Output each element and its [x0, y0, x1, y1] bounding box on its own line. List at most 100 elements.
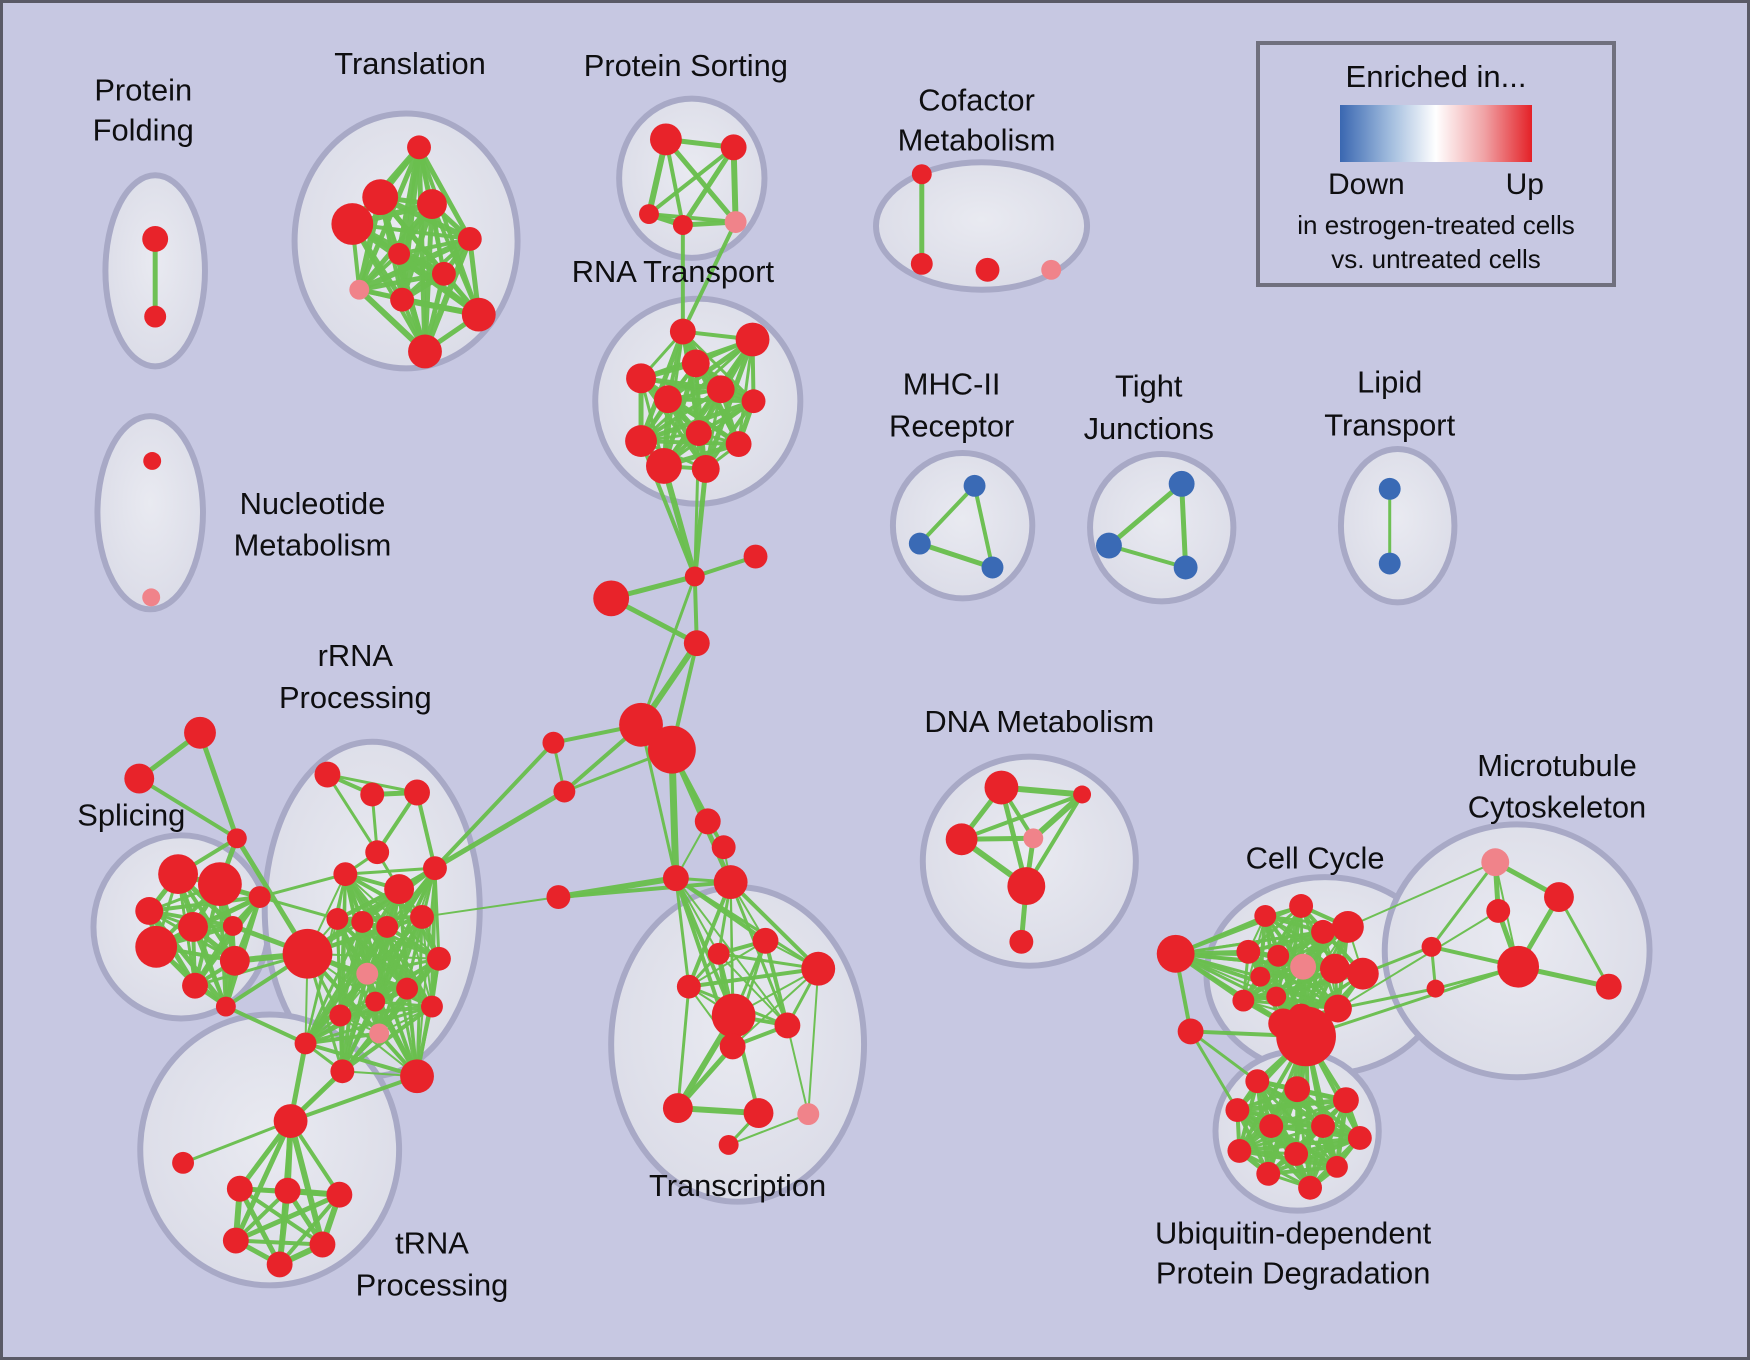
geneset-node-spine-5	[648, 725, 696, 774]
geneset-node-sorting-3	[672, 215, 693, 235]
geneset-node-translation-8	[390, 287, 415, 312]
geneset-node-rtop-0	[314, 761, 341, 788]
edge-tight	[1106, 543, 1188, 570]
edge-rrna	[377, 915, 424, 1035]
geneset-node-cc-6	[1267, 944, 1290, 967]
edge-sorting	[680, 144, 737, 228]
geneset-node-cc-9	[1346, 957, 1379, 990]
cluster-label-folding: Folding	[93, 113, 194, 148]
geneset-node-tr-2	[752, 927, 779, 954]
geneset-node-rrna-13	[330, 1059, 355, 1084]
edge-mhc	[917, 541, 995, 570]
cluster-label-rna: RNA Transport	[572, 254, 775, 289]
geneset-node-mt-3	[1497, 945, 1540, 988]
geneset-node-cofactor-2	[975, 257, 1000, 282]
geneset-node-sorting-4	[724, 211, 747, 233]
edge-rrna	[303, 924, 390, 1046]
edge-translation	[422, 235, 473, 355]
cluster-label-mt: Microtubule	[1477, 748, 1637, 783]
cluster-label-dna: DNA Metabolism	[924, 704, 1154, 739]
geneset-node-cc-16	[1276, 1006, 1336, 1067]
legend-subtitle-line1: in estrogen-treated cells	[1297, 210, 1575, 240]
geneset-node-trna-3	[326, 1181, 353, 1208]
geneset-node-spine-8	[694, 808, 721, 835]
cluster-label-trna: Processing	[356, 1267, 509, 1302]
geneset-node-translation-7	[349, 279, 370, 300]
geneset-node-cc-3	[1331, 910, 1364, 943]
geneset-node-tri-2	[226, 828, 247, 849]
edge-spl	[192, 894, 263, 989]
legend-subtitle-line2: vs. untreated cells	[1331, 244, 1541, 274]
legend-down-label: Down	[1328, 168, 1405, 201]
edge-trna	[233, 1192, 342, 1244]
edge-trna	[277, 1192, 342, 1267]
geneset-node-tight-2	[1173, 555, 1198, 580]
geneset-node-mt-2	[1486, 899, 1511, 923]
geneset-node-ub-2	[1332, 1087, 1359, 1114]
geneset-node-rtop-1	[360, 782, 385, 807]
geneset-node-tr-5	[711, 993, 756, 1038]
edge-tr	[786, 1024, 810, 1116]
geneset-node-tight-1	[1096, 532, 1122, 559]
edge-rna	[638, 329, 686, 444]
geneset-node-ub-11	[1298, 1175, 1323, 1200]
geneset-node-translation-9	[461, 297, 496, 332]
geneset-node-rna-9	[646, 448, 682, 484]
geneset-node-rtop-2	[404, 779, 430, 806]
cluster-label-nucleotide: Metabolism	[234, 528, 392, 563]
geneset-node-trna-2	[274, 1177, 301, 1204]
geneset-node-spl-0	[158, 854, 198, 895]
nodes-layer	[124, 123, 1622, 1278]
geneset-node-ub-7	[1227, 1138, 1252, 1163]
edge-mhc	[917, 483, 977, 546]
geneset-node-lipid-1	[1378, 552, 1401, 575]
geneset-node-spine-7	[553, 780, 576, 803]
cluster-label-cofactor: Cofactor	[918, 83, 1035, 118]
geneset-node-dna-5	[1009, 929, 1034, 954]
geneset-node-dna-3	[1023, 828, 1044, 849]
geneset-node-rna-7	[685, 420, 712, 447]
geneset-node-mt-6	[1426, 979, 1445, 998]
geneset-node-rna-8	[625, 425, 657, 457]
edge-link-spl-rrna	[223, 1004, 308, 1046]
geneset-node-rrna-0	[333, 862, 358, 887]
geneset-node-dna-1	[945, 823, 978, 856]
edge-rrna	[386, 925, 433, 1008]
edge-cc	[1247, 930, 1325, 953]
geneset-node-ub-4	[1259, 1114, 1284, 1138]
geneset-node-mt-5	[1421, 936, 1442, 957]
legend-box: Enriched in... Down Up in estrogen-treat…	[1256, 41, 1616, 287]
edge-link-rna-spine	[660, 462, 698, 580]
geneset-node-translation-0	[407, 135, 431, 160]
geneset-node-cc-12	[1266, 986, 1287, 1007]
geneset-node-out-0	[1177, 1018, 1204, 1045]
edge-cc	[1258, 929, 1326, 979]
edge-spl	[147, 895, 262, 913]
enrichment-map-svg: Protein Folding Translation Protein Sorting…	[77, 46, 1653, 1302]
cluster-label-tight: Junctions	[1084, 411, 1214, 446]
edge-cc	[1259, 975, 1339, 1010]
edge-trna	[233, 1238, 325, 1247]
geneset-node-cc-0	[1156, 934, 1195, 973]
geneset-node-cc-11	[1232, 989, 1255, 1012]
edge-tri	[197, 730, 240, 841]
cluster-label-tr: Transcription	[649, 1168, 826, 1203]
geneset-node-cc-5	[1236, 939, 1261, 964]
cluster-ellipse-lipid	[1337, 446, 1458, 606]
geneset-node-spl-5	[222, 915, 243, 936]
geneset-node-mhc-1	[908, 532, 931, 555]
geneset-node-spl-2	[135, 897, 164, 925]
geneset-node-spine-2	[593, 580, 630, 617]
edge-rna	[665, 337, 756, 402]
geneset-node-rna-2	[681, 349, 710, 378]
geneset-node-rrna-4	[351, 910, 374, 933]
edge-trna	[287, 1118, 326, 1248]
geneset-node-rna-4	[653, 385, 682, 414]
geneset-node-cofactor-3	[1041, 259, 1062, 280]
edge-trna	[233, 1118, 294, 1244]
geneset-node-nucleotide-0	[143, 452, 162, 470]
cluster-label-cc: Cell Cycle	[1246, 840, 1385, 875]
edge-rtop	[325, 773, 379, 854]
cluster-label-lipid: Lipid	[1357, 364, 1422, 399]
cluster-label-mhc: MHC-II	[903, 366, 1001, 401]
